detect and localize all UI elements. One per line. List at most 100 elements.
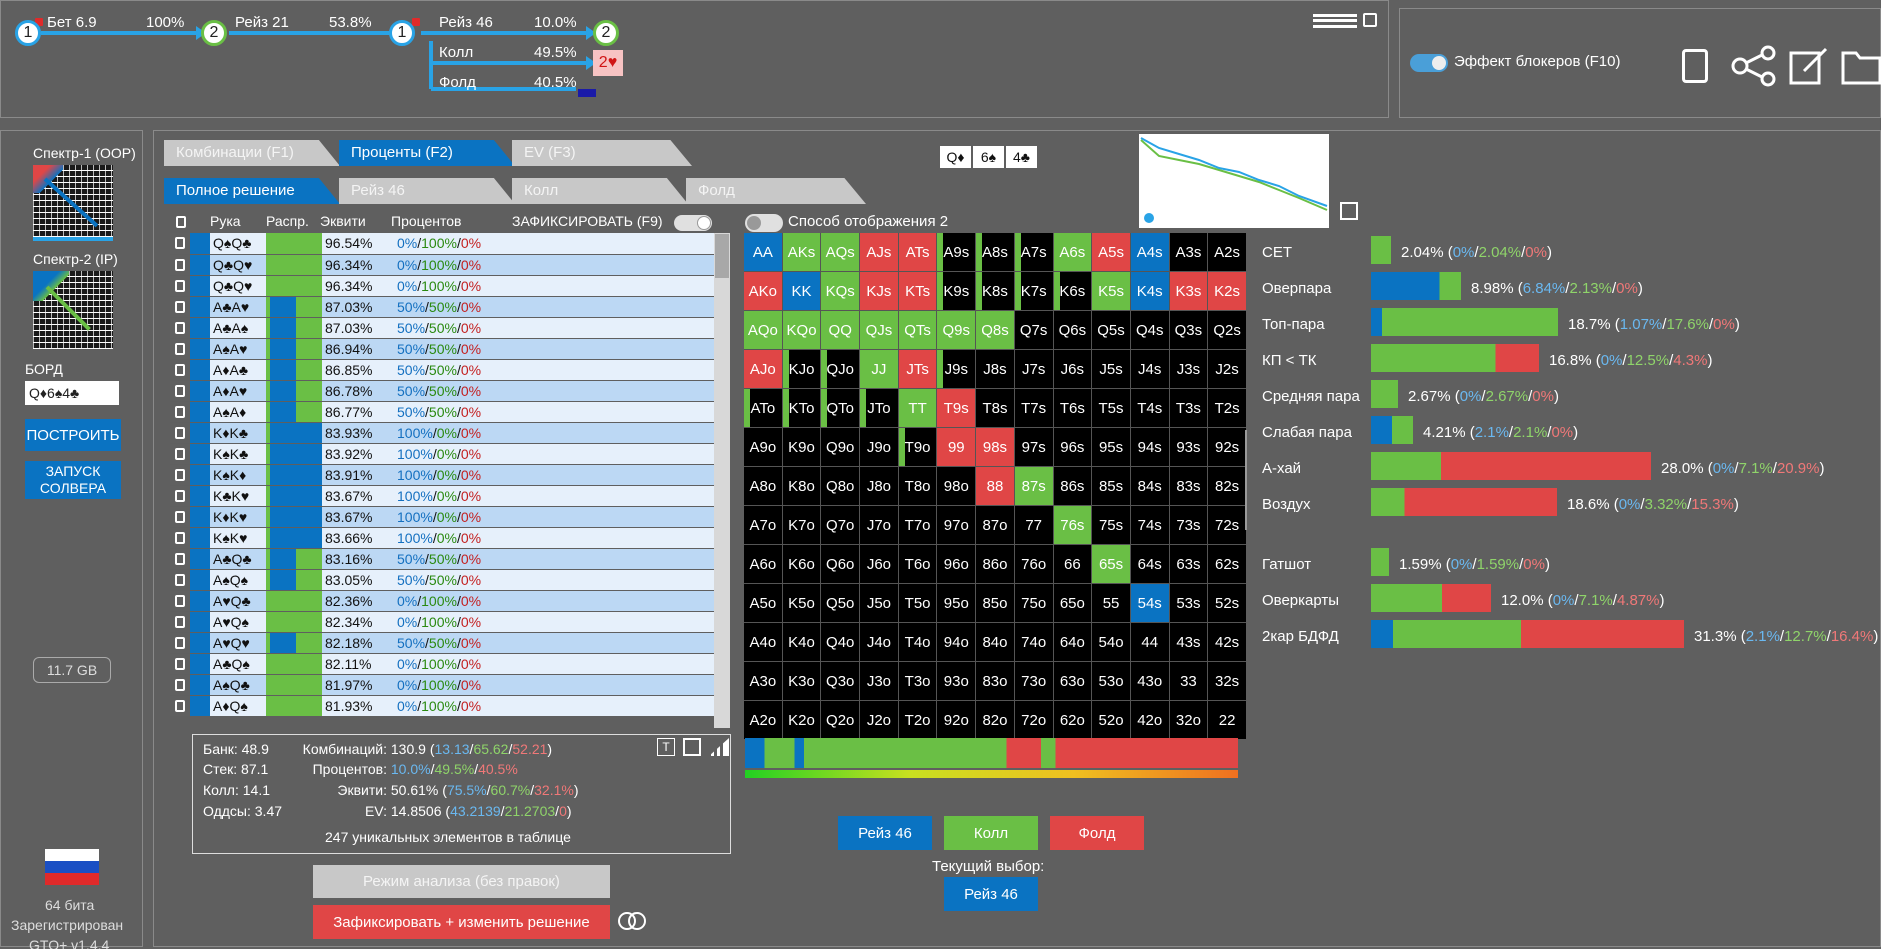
table-row[interactable]: A♠Q♣ 81.97% 0%/100%/0% <box>170 674 714 696</box>
menu-icon[interactable] <box>1313 14 1357 28</box>
row-lock-icon[interactable] <box>175 510 185 523</box>
hand-cell[interactable]: 96o <box>937 545 976 583</box>
category-bar[interactable] <box>1371 344 1539 372</box>
hand-cell[interactable]: 83s <box>1169 467 1208 505</box>
tab-combinations[interactable]: Комбинации (F1) <box>164 140 340 166</box>
splitter[interactable] <box>1245 430 1247 530</box>
hand-cell[interactable]: K5s <box>1092 272 1130 310</box>
hand-cell[interactable]: A9o <box>744 428 782 466</box>
hand-cell[interactable]: J2o <box>860 701 898 739</box>
table-row[interactable]: A♣A♠ 87.03% 50%/50%/0% <box>170 317 714 339</box>
blockers-toggle[interactable] <box>1410 54 1448 72</box>
hand-cell[interactable]: J8o <box>860 467 898 505</box>
table-row[interactable]: A♥Q♠ 82.34% 0%/100%/0% <box>170 611 714 633</box>
hand-cell[interactable]: AKo <box>744 272 782 310</box>
hand-cell[interactable]: T4s <box>1130 389 1169 427</box>
hand-cell[interactable]: Q2s <box>1208 311 1246 349</box>
hand-cell[interactable]: 65o <box>1053 584 1092 622</box>
row-lock-icon[interactable] <box>175 447 185 460</box>
row-lock-icon[interactable] <box>175 615 185 628</box>
category-bar[interactable] <box>1371 272 1461 300</box>
hand-cell[interactable]: 85o <box>976 584 1014 622</box>
row-lock-icon[interactable] <box>175 699 185 712</box>
hand-cell[interactable]: KTo <box>782 389 821 427</box>
hand-cell[interactable]: AKs <box>782 233 821 271</box>
hand-cell[interactable]: A3o <box>744 662 782 700</box>
hand-cell[interactable]: J6o <box>860 545 898 583</box>
hand-cell[interactable]: 32s <box>1208 662 1246 700</box>
hand-cell[interactable]: A7o <box>744 506 782 544</box>
tab-full-solution[interactable]: Полное решение <box>164 178 340 204</box>
spectrum2-thumb[interactable] <box>33 271 113 349</box>
hand-cell[interactable]: 92o <box>937 701 976 739</box>
hand-cell[interactable]: KQs <box>821 272 860 310</box>
hand-cell[interactable]: A6s <box>1053 233 1092 271</box>
table-row[interactable]: K♠K♦ 83.91% 100%/0%/0% <box>170 464 714 486</box>
hand-cell[interactable]: 74s <box>1130 506 1169 544</box>
hand-cell[interactable]: 43o <box>1130 662 1169 700</box>
edit-icon[interactable] <box>1788 43 1832 87</box>
row-lock-icon[interactable] <box>175 552 185 565</box>
hand-cell[interactable]: QQ <box>821 311 860 349</box>
hand-cell[interactable]: J9o <box>860 428 898 466</box>
category-bar[interactable] <box>1371 236 1391 264</box>
hand-cell[interactable]: QJo <box>821 350 860 388</box>
unlock-icon[interactable] <box>1363 13 1377 27</box>
hand-cell[interactable]: Q4s <box>1130 311 1169 349</box>
hand-cell[interactable]: A9s <box>937 233 976 271</box>
table-row[interactable]: A♠A♦ 86.77% 50%/50%/0% <box>170 401 714 423</box>
hand-cell[interactable]: K8o <box>782 467 821 505</box>
hand-cell[interactable]: A2s <box>1208 233 1246 271</box>
hand-cell[interactable]: Q9s <box>937 311 976 349</box>
hand-cell[interactable]: 95s <box>1092 428 1130 466</box>
hand-cell[interactable]: 32o <box>1169 701 1208 739</box>
equity-graph[interactable] <box>1139 134 1329 228</box>
hand-cell[interactable]: J8s <box>976 350 1014 388</box>
tree-node-4[interactable]: 2 <box>593 20 619 46</box>
hand-cell[interactable]: Q3o <box>821 662 860 700</box>
hand-cell[interactable]: Q3s <box>1169 311 1208 349</box>
tab-fold[interactable]: Фолд <box>686 178 866 204</box>
flag-icon[interactable] <box>45 849 99 885</box>
hand-cell[interactable]: 54o <box>1092 623 1130 661</box>
hand-cell[interactable]: Q8o <box>821 467 860 505</box>
hand-cell[interactable]: 75o <box>1014 584 1053 622</box>
hand-cell[interactable]: 55 <box>1092 584 1130 622</box>
hand-cell[interactable]: 43s <box>1169 623 1208 661</box>
hand-cell[interactable]: 53s <box>1169 584 1208 622</box>
row-lock-icon[interactable] <box>175 489 185 502</box>
spectrum1-thumb[interactable] <box>33 165 113 241</box>
hand-cell[interactable]: ATs <box>898 233 937 271</box>
row-lock-icon[interactable] <box>175 279 185 292</box>
hand-cell[interactable]: A7s <box>1014 233 1053 271</box>
hand-cell[interactable]: 76o <box>1014 545 1053 583</box>
hand-cell[interactable]: 88 <box>976 467 1014 505</box>
hand-cell[interactable]: 92s <box>1208 428 1246 466</box>
hand-cell[interactable]: Q9o <box>821 428 860 466</box>
hand-cell[interactable]: T9o <box>898 428 937 466</box>
hand-cell[interactable]: 82s <box>1208 467 1246 505</box>
hand-cell[interactable]: K5o <box>782 584 821 622</box>
category-bar[interactable] <box>1371 488 1557 516</box>
table-row[interactable]: A♦A♥ 86.78% 50%/50%/0% <box>170 380 714 402</box>
hand-cell[interactable]: J6s <box>1053 350 1092 388</box>
row-lock-icon[interactable] <box>175 468 185 481</box>
table-row[interactable]: Q♣Q♥ 96.34% 0%/100%/0% <box>170 275 714 297</box>
hand-cell[interactable]: T5s <box>1092 389 1130 427</box>
category-bar[interactable] <box>1371 380 1398 408</box>
hand-cell[interactable]: 72s <box>1208 506 1246 544</box>
hand-cell[interactable]: A8o <box>744 467 782 505</box>
hand-cell[interactable]: K2o <box>782 701 821 739</box>
raise46-button[interactable]: Рейз 46 <box>838 816 932 850</box>
hand-cell[interactable]: 75s <box>1092 506 1130 544</box>
hand-cell[interactable]: KJo <box>782 350 821 388</box>
hand-cell[interactable]: K4s <box>1130 272 1169 310</box>
hand-cell[interactable]: KQo <box>782 311 821 349</box>
tree-node-2[interactable]: 2 <box>201 20 227 46</box>
hand-cell[interactable]: AJs <box>860 233 898 271</box>
hand-cell[interactable]: KJs <box>860 272 898 310</box>
table-row[interactable]: A♥Q♥ 82.18% 50%/50%/0% <box>170 632 714 654</box>
table-row[interactable]: K♦K♥ 83.67% 100%/0%/0% <box>170 506 714 528</box>
hand-cell[interactable]: 99 <box>937 428 976 466</box>
hand-cell[interactable]: JTo <box>860 389 898 427</box>
